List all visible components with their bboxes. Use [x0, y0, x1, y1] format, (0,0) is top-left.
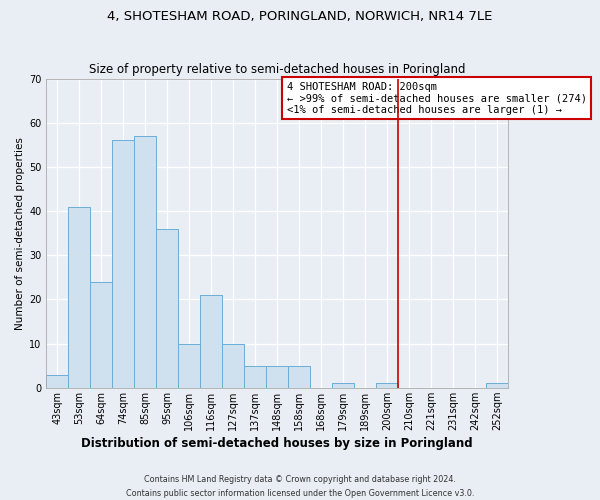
Bar	[223, 344, 244, 388]
Text: 4 SHOTESHAM ROAD: 200sqm
← >99% of semi-detached houses are smaller (274)
<1% of: 4 SHOTESHAM ROAD: 200sqm ← >99% of semi-…	[287, 82, 587, 115]
Bar	[200, 295, 223, 388]
Text: Contains HM Land Registry data © Crown copyright and database right 2024.
Contai: Contains HM Land Registry data © Crown c…	[126, 476, 474, 498]
Bar	[178, 344, 200, 388]
Bar	[266, 366, 288, 388]
Bar	[46, 374, 68, 388]
Bar	[91, 282, 112, 388]
Bar	[134, 136, 157, 388]
Bar	[157, 228, 178, 388]
Bar	[68, 206, 91, 388]
Bar	[288, 366, 310, 388]
X-axis label: Distribution of semi-detached houses by size in Poringland: Distribution of semi-detached houses by …	[82, 437, 473, 450]
Y-axis label: Number of semi-detached properties: Number of semi-detached properties	[15, 136, 25, 330]
Bar	[244, 366, 266, 388]
Bar	[332, 384, 354, 388]
Bar	[112, 140, 134, 388]
Bar	[376, 384, 398, 388]
Title: Size of property relative to semi-detached houses in Poringland: Size of property relative to semi-detach…	[89, 63, 466, 76]
Text: 4, SHOTESHAM ROAD, PORINGLAND, NORWICH, NR14 7LE: 4, SHOTESHAM ROAD, PORINGLAND, NORWICH, …	[107, 10, 493, 23]
Bar	[486, 384, 508, 388]
